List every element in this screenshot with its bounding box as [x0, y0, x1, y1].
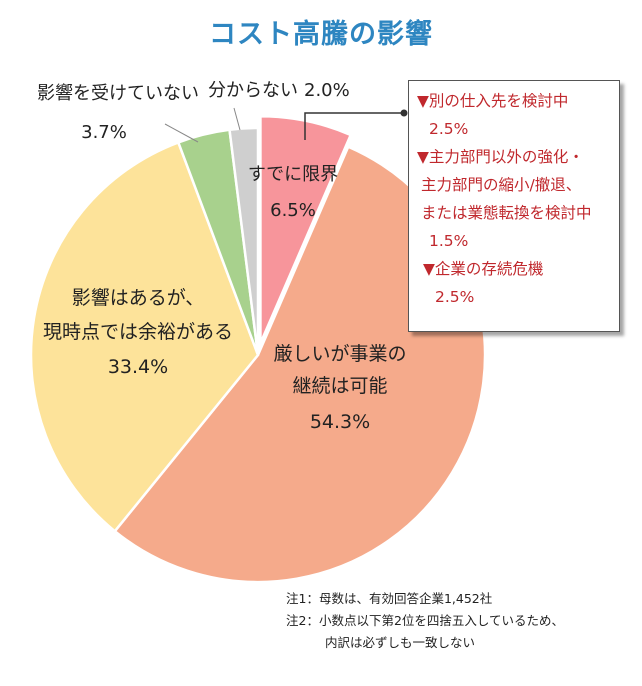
slice-unknown: [228, 126, 260, 356]
leader-line-unknown: [233, 107, 241, 131]
label-at-limit: すでに限界: [248, 164, 338, 185]
label-margin-line1: 影響はあるが、: [72, 287, 205, 309]
leader-dot: [400, 109, 408, 117]
leader-line-callout: [304, 112, 404, 140]
label-difficult-line1: 厳しいが事業の: [273, 343, 406, 365]
callout-pct: 2.5%: [435, 288, 475, 306]
pct-unknown: 2.0%: [304, 80, 350, 101]
pct-at-limit: 6.5%: [270, 200, 316, 221]
note-2-continued: 内訳は必ずしも一致しない: [325, 635, 476, 650]
slice-impact-with-margin: [29, 140, 260, 533]
callout-item-restructure: ▼主力部門以外の強化・ 主力部門の縮小/撤退、 または業態転換を検討中 1.5%: [417, 143, 615, 255]
callout-label: 主力部門の縮小/撤退、: [421, 176, 582, 194]
note-1: 注1：母数は、有効回答企業1,452社: [286, 591, 493, 606]
footnotes: 注1：母数は、有効回答企業1,452社 注2：小数点以下第2位を四捨五入している…: [286, 588, 564, 654]
slice-at-limit: [259, 114, 353, 344]
pct-difficult: 54.3%: [310, 411, 370, 433]
callout-pct: 1.5%: [429, 232, 469, 250]
chart-title: コスト高騰の影響: [209, 19, 433, 50]
callout-label: または業態転換を検討中: [421, 204, 592, 222]
label-no-impact: 影響を受けていない: [37, 83, 199, 104]
callout-label: ▼主力部門以外の強化・: [417, 148, 584, 166]
callout-label: ▼企業の存続危機: [423, 260, 544, 278]
callout-item-other-supplier: ▼別の仕入先を検討中 2.5%: [417, 87, 615, 143]
pct-no-impact: 3.7%: [81, 122, 127, 143]
note-2: 注2：小数点以下第2位を四捨五入しているため、: [286, 613, 565, 628]
callout-label: ▼別の仕入先を検討中: [417, 92, 569, 110]
label-difficult-line2: 継続は可能: [292, 375, 387, 397]
pct-margin: 33.4%: [108, 356, 168, 378]
callout-pct: 2.5%: [429, 120, 469, 138]
callout-item-survival-crisis: ▼企業の存続危機 2.5%: [417, 255, 615, 311]
leader-line-no-impact: [164, 123, 199, 143]
label-margin-line2: 現時点では余裕がある: [43, 321, 233, 343]
label-unknown: 分からない: [208, 80, 298, 101]
breakdown-callout: ▼別の仕入先を検討中 2.5% ▼主力部門以外の強化・ 主力部門の縮小/撤退、 …: [408, 80, 620, 332]
